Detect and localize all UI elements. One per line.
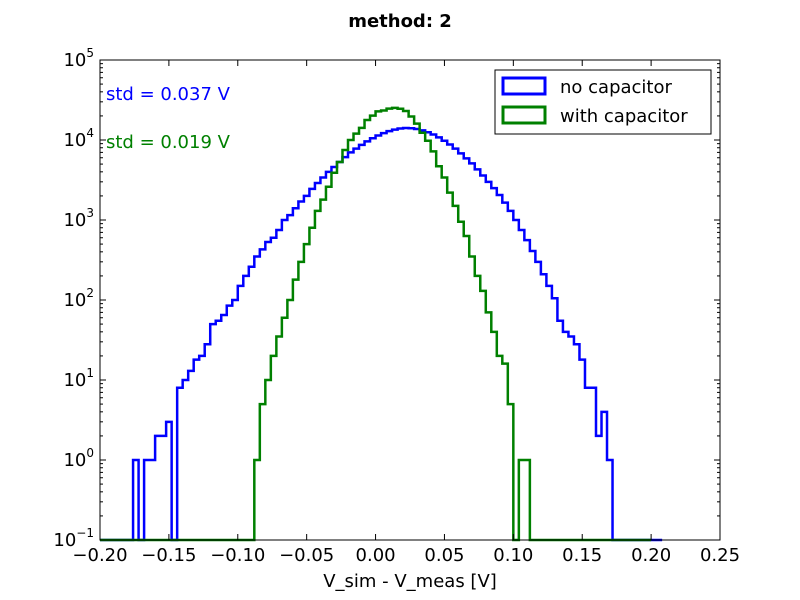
y-tick-label: 101	[63, 366, 94, 391]
x-tick-label: 0.25	[700, 545, 740, 566]
y-tick-label: 102	[63, 286, 94, 311]
x-axis-label: V_sim - V_meas [V]	[323, 571, 497, 592]
legend-swatch-with-capacitor	[501, 105, 547, 125]
legend-label-with-capacitor: with capacitor	[560, 106, 688, 127]
x-tick-label: 0.00	[356, 545, 396, 566]
y-axis: 10−1 100 101 102 103 104 105	[53, 46, 720, 551]
x-tick-label: −0.05	[279, 545, 334, 566]
chart-title: method: 2	[348, 11, 452, 32]
std-annotation-no-capacitor: std = 0.037 V	[106, 84, 231, 105]
y-tick-label: 105	[63, 46, 94, 71]
x-tick-label: −0.10	[210, 545, 265, 566]
legend: no capacitor with capacitor	[494, 69, 712, 135]
x-tick-label: 0.15	[562, 545, 602, 566]
y-tick-label: 103	[63, 206, 94, 231]
y-tick-label: 104	[63, 126, 94, 151]
legend-swatch-no-capacitor	[501, 76, 547, 96]
series-layer	[100, 106, 663, 542]
x-tick-label: −0.15	[141, 545, 196, 566]
x-tick-label: −0.20	[72, 545, 127, 566]
x-tick-label: 0.05	[424, 545, 464, 566]
series-no-capacitor-line	[100, 126, 663, 542]
y-tick-label: 100	[63, 446, 94, 471]
x-tick-label: 0.20	[631, 545, 671, 566]
series-with-capacitor-line	[100, 106, 652, 542]
legend-label-no-capacitor: no capacitor	[560, 77, 672, 98]
x-tick-label: 0.10	[493, 545, 533, 566]
x-axis: −0.20 −0.15 −0.10 −0.05 0.00 0.05 0.10 0.15 0.20…	[72, 60, 740, 566]
std-annotation-with-capacitor: std = 0.019 V	[106, 132, 231, 153]
y-tick-label: 10−1	[53, 526, 94, 551]
